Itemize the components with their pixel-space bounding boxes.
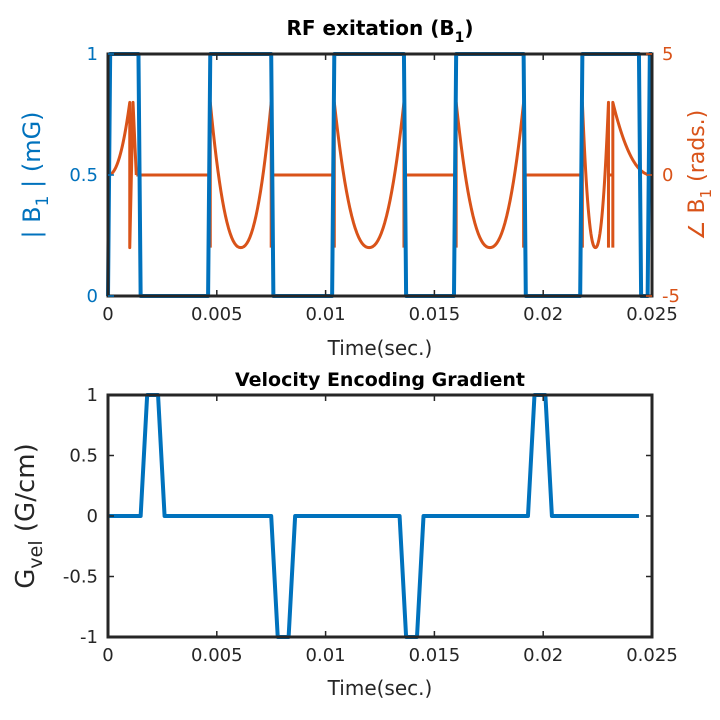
- rf-xtick-label: 0.02: [523, 304, 563, 325]
- gradient-ytick-label: -0.5: [63, 567, 98, 588]
- gradient-xtick-label: 0.02: [523, 645, 563, 666]
- rf-phase-segment: [580, 100, 610, 250]
- gradient-ytick-label: 0.5: [69, 446, 98, 467]
- rf-right-ticks: -5 0 5: [646, 44, 680, 307]
- rf-phase-segment: [208, 100, 273, 250]
- gradient-chart-title: Velocity Encoding Gradient: [235, 369, 525, 391]
- rf-xtick-label: 0.005: [191, 304, 243, 325]
- rf-right-axis-label: ∠ B1 (rads.): [685, 110, 715, 240]
- rf-left-axis-label: | B1 | (mG): [18, 111, 53, 238]
- rf-left-ytick-label: 0.5: [69, 165, 98, 186]
- gradient-ytick-label: 1: [87, 385, 98, 406]
- rf-phase-segment: [611, 100, 653, 248]
- rf-xtick-label: 0.015: [409, 304, 461, 325]
- rf-phase-segment: [454, 100, 526, 250]
- gradient-xtick-label: 0: [102, 645, 113, 666]
- rf-right-ytick-label: 5: [662, 44, 673, 65]
- rf-xtick-label: 0: [102, 304, 113, 325]
- rf-x-ticks: 0 0.005 0.01 0.015 0.02 0.025: [102, 54, 678, 325]
- rf-excitation-chart: 0 0.005 0.01 0.015 0.02 0.025 00.51 -505 RF e…: [18, 16, 715, 360]
- gradient-ytick-label: -1: [80, 627, 98, 648]
- gradient-ytick-label: 0: [87, 506, 98, 527]
- rf-xtick-label: 0.01: [306, 304, 346, 325]
- rf-left-ytick-label: 1: [87, 44, 98, 65]
- rf-left-ytick-label: 0: [87, 286, 98, 307]
- gradient-y-axis-label: Gvel (G/cm): [11, 443, 47, 588]
- gradient-x-axis-label: Time(sec.): [327, 676, 433, 700]
- rf-x-axis-label: Time(sec.): [327, 336, 433, 360]
- gradient-y-ticks: -1 -0.5 0 0.5 1: [63, 385, 652, 648]
- rf-right-ytick-label: 0: [662, 165, 673, 186]
- rf-phase-segment: [332, 100, 406, 250]
- velocity-gradient-chart: 0 0.005 0.01 0.015 0.02 0.025 -1 -0.5 0 0.5 1 Vel…: [11, 369, 678, 700]
- gradient-xtick-label: 0.005: [191, 645, 243, 666]
- gradient-xtick-label: 0.01: [306, 645, 346, 666]
- gradient-xtick-label: 0.025: [626, 645, 678, 666]
- rf-phase-segment: [107, 100, 138, 250]
- rf-left-ticks: 00.51: [69, 44, 114, 307]
- rf-right-ytick-label: -5: [662, 286, 680, 307]
- rf-chart-title: RF exitation (B1): [286, 16, 473, 46]
- rf-xtick-label: 0.025: [626, 304, 678, 325]
- gradient-xtick-label: 0.015: [409, 645, 461, 666]
- gradient-x-ticks: 0 0.005 0.01 0.015 0.02 0.025: [102, 395, 678, 666]
